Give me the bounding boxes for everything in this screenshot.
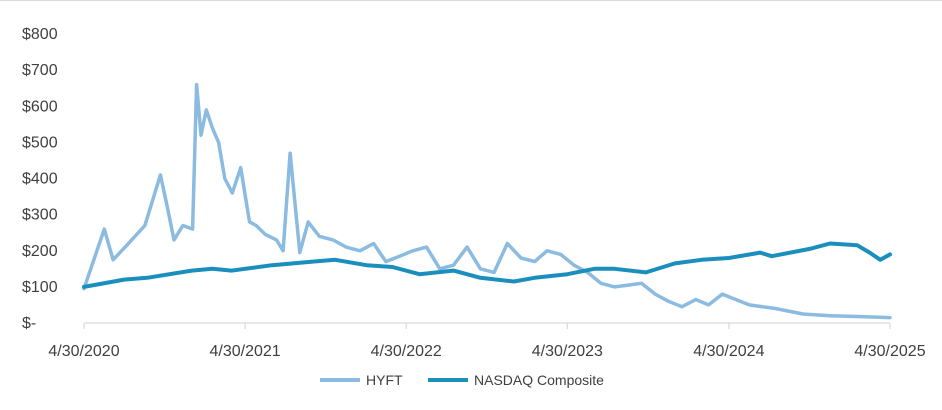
x-tick-label: 4/30/2021: [210, 343, 281, 360]
top-border: [0, 0, 942, 1]
x-tick-label: 4/30/2020: [48, 343, 119, 360]
y-axis-tick-labels: $- $100 $200 $300 $400 $500 $600 $700 $800: [22, 26, 58, 332]
series-line-nasdaq-composite: [82, 241, 892, 289]
legend-label: NASDAQ Composite: [474, 372, 604, 388]
x-tick-label: 4/30/2024: [693, 343, 764, 360]
legend-label: HYFT: [366, 372, 403, 388]
x-tick-label: 4/30/2023: [532, 343, 603, 360]
y-tick-label: $100: [22, 279, 58, 296]
y-tick-label: $800: [22, 26, 58, 43]
y-tick-label: $400: [22, 171, 58, 188]
y-tick-label: $500: [22, 134, 58, 151]
y-tick-label: $-: [22, 315, 36, 332]
y-tick-label: $700: [22, 62, 58, 79]
series-line-hyft: [82, 82, 892, 320]
x-axis-tick-labels: 4/30/2020 4/30/2021 4/30/2022 4/30/2023 4/30…: [48, 343, 925, 360]
y-tick-label: $300: [22, 207, 58, 224]
x-tick-label: 4/30/2025: [854, 343, 925, 360]
y-tick-label: $600: [22, 98, 58, 115]
legend: HYFT NASDAQ Composite: [320, 372, 604, 388]
series-layer: [82, 82, 892, 320]
y-tick-label: $200: [22, 243, 58, 260]
x-tick-label: 4/30/2022: [371, 343, 442, 360]
x-axis-tick-marks: [83, 323, 891, 329]
